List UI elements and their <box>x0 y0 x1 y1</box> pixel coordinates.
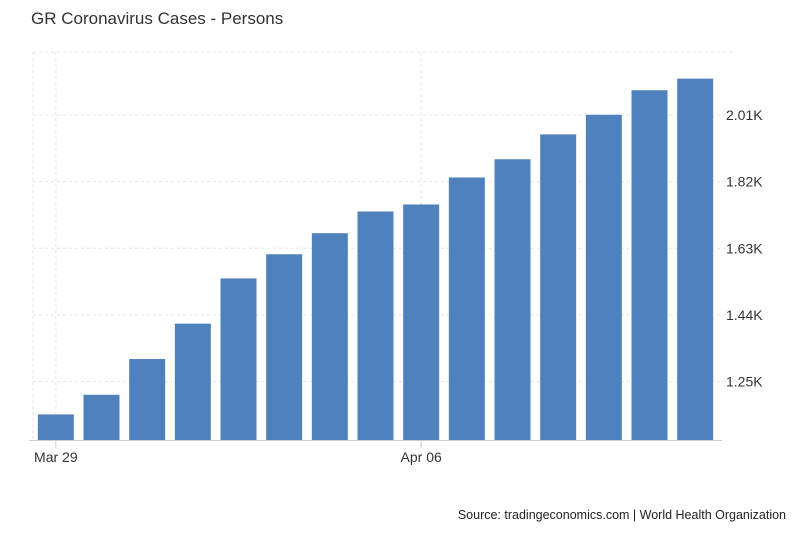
y-tick-label: 1.63K <box>726 240 763 256</box>
chart-title: GR Coronavirus Cases - Persons <box>31 9 284 28</box>
bar <box>448 177 485 440</box>
bar <box>266 254 303 440</box>
source-note: Source: tradingeconomics.com | World Hea… <box>457 508 786 522</box>
y-axis: 1.25K 1.44K 1.63K 1.82K 2.01K <box>726 107 763 389</box>
x-tick-label: Apr 06 <box>401 449 442 465</box>
y-tick-label: 2.01K <box>726 107 763 123</box>
bar <box>403 204 440 440</box>
bar <box>631 90 668 440</box>
x-axis: Mar 29 Apr 06 <box>29 440 722 465</box>
bar <box>311 233 348 440</box>
y-tick-label: 1.44K <box>726 307 763 323</box>
bar <box>357 211 394 440</box>
bar <box>677 78 714 440</box>
x-tick-label: Mar 29 <box>34 449 78 465</box>
bar <box>37 414 74 440</box>
bar <box>494 159 531 441</box>
bar <box>83 394 120 440</box>
y-tick-label: 1.82K <box>726 174 763 190</box>
bar <box>174 323 211 440</box>
bar <box>129 359 166 440</box>
bar <box>585 114 622 440</box>
bar <box>220 278 257 440</box>
bars <box>37 78 714 441</box>
y-tick-label: 1.25K <box>726 373 763 389</box>
bar <box>540 134 577 440</box>
